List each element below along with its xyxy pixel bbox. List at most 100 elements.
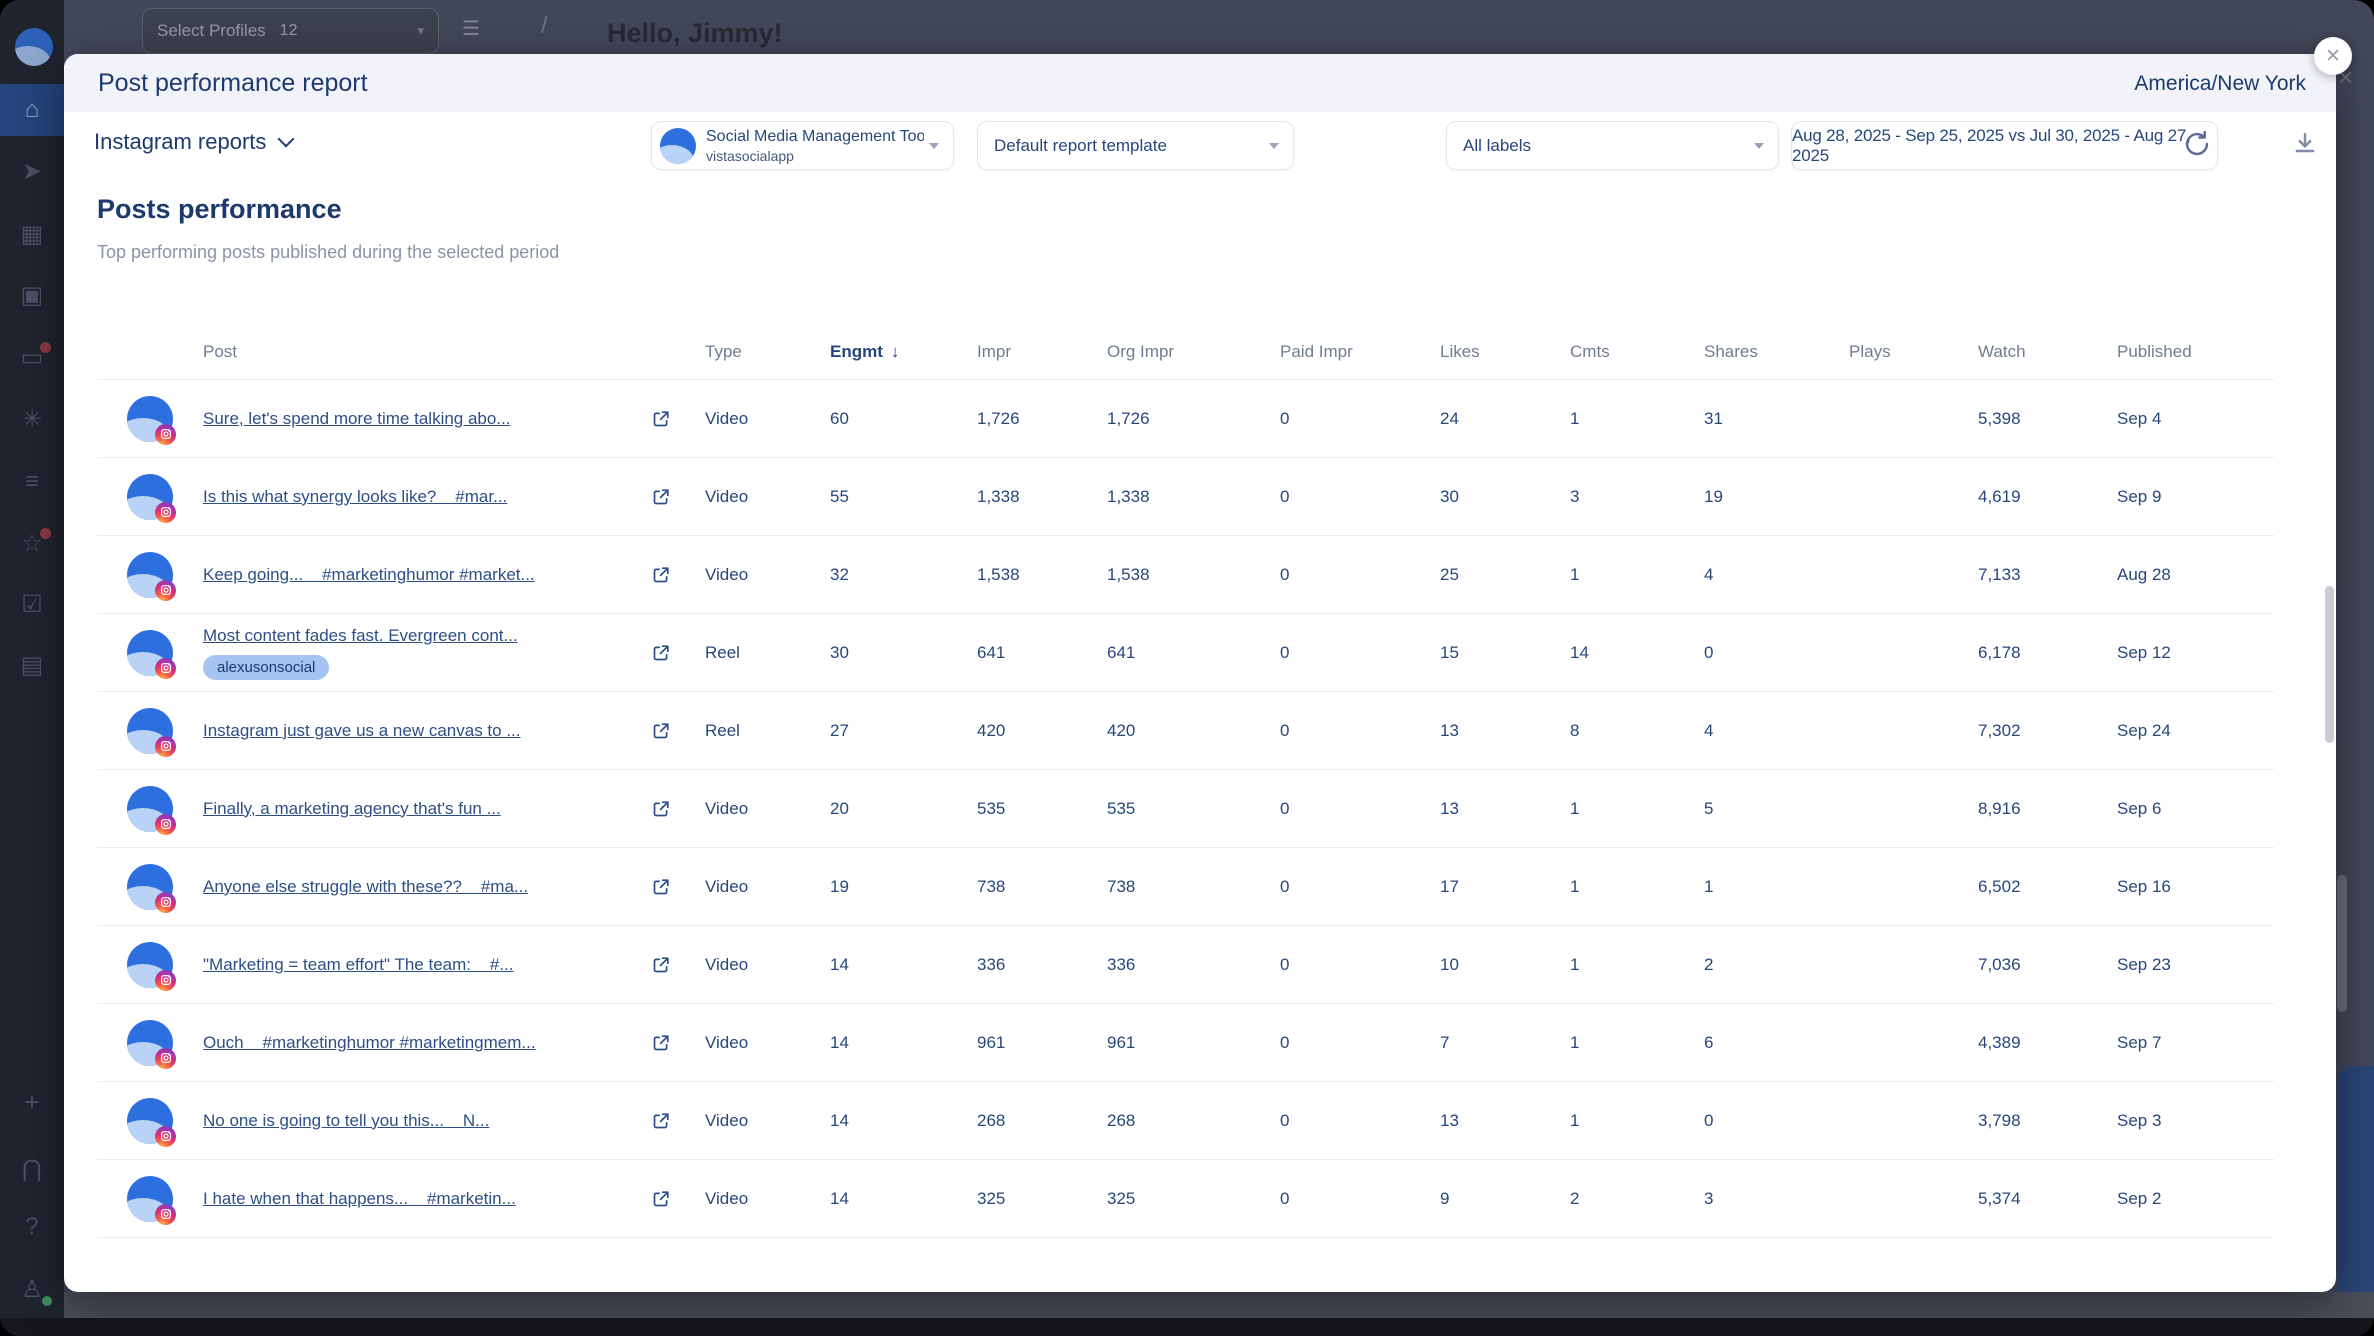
close-button[interactable]: ✕ bbox=[2314, 37, 2352, 75]
external-link-icon[interactable] bbox=[643, 1033, 699, 1053]
post-title-link[interactable]: Ouch #marketinghumor #marketingmem... bbox=[203, 1032, 536, 1052]
add-icon[interactable]: + bbox=[24, 1087, 40, 1117]
notes-icon[interactable]: ▤ bbox=[20, 652, 44, 679]
date-range-picker[interactable]: Aug 28, 2025 - Sep 25, 2025 vs Jul 30, 2… bbox=[1791, 121, 2218, 170]
post-title-link[interactable]: Is this what synergy looks like? #mar... bbox=[203, 486, 508, 506]
impr-cell: 1,538 bbox=[977, 564, 1020, 584]
post-avatar bbox=[127, 473, 176, 523]
post-title-link[interactable]: Anyone else struggle with these?? #ma... bbox=[203, 876, 529, 896]
post-avatar bbox=[127, 551, 176, 601]
col-engmt[interactable]: Engmt ↓ bbox=[830, 342, 900, 361]
engmt-cell: 14 bbox=[830, 1032, 849, 1052]
published-cell: Sep 12 bbox=[2117, 642, 2171, 662]
type-cell: Reel bbox=[705, 720, 740, 740]
page-scrollbar-thumb[interactable] bbox=[2337, 875, 2347, 1012]
external-link-icon[interactable] bbox=[643, 487, 699, 507]
col-impr[interactable]: Impr bbox=[977, 342, 1011, 361]
post-title-link[interactable]: No one is going to tell you this... N... bbox=[203, 1110, 490, 1130]
table-row: Most content fades fast. Evergreen cont.… bbox=[97, 614, 2274, 692]
external-link-icon[interactable] bbox=[643, 643, 699, 663]
post-title-link[interactable]: Finally, a marketing agency that's fun .… bbox=[203, 798, 501, 818]
col-type[interactable]: Type bbox=[705, 342, 742, 361]
modal-scrollbar-thumb[interactable] bbox=[2325, 586, 2334, 743]
external-link-icon[interactable] bbox=[643, 565, 699, 585]
shares-cell: 3 bbox=[1704, 1188, 1714, 1208]
labels-select[interactable]: All labels bbox=[1446, 121, 1779, 170]
published-cell: Sep 9 bbox=[2117, 486, 2162, 506]
shares-cell: 1 bbox=[1704, 876, 1714, 896]
connect-icon[interactable]: ✳ bbox=[21, 406, 43, 433]
col-post[interactable]: Post bbox=[203, 342, 238, 361]
calendar-icon[interactable]: ▦ bbox=[20, 221, 44, 248]
vista-social-logo[interactable] bbox=[15, 28, 53, 66]
post-title-link[interactable]: Most content fades fast. Evergreen cont.… bbox=[203, 625, 518, 645]
cmts-cell: 14 bbox=[1570, 642, 1589, 662]
reports-icon[interactable]: ≡ bbox=[24, 468, 39, 495]
media-icon[interactable]: ▣ bbox=[20, 282, 44, 309]
tasks-icon[interactable]: ☑ bbox=[21, 591, 43, 618]
post-title-link[interactable]: I hate when that happens... #marketin... bbox=[203, 1188, 516, 1208]
post-avatar bbox=[127, 1097, 176, 1147]
engmt-cell: 14 bbox=[830, 954, 849, 974]
col-likes[interactable]: Likes bbox=[1440, 342, 1480, 361]
watch-cell: 7,036 bbox=[1978, 954, 2021, 974]
impr-cell: 1,338 bbox=[977, 486, 1020, 506]
watch-cell: 6,502 bbox=[1978, 876, 2021, 896]
shares-cell: 0 bbox=[1704, 642, 1714, 662]
filter-lines-icon[interactable]: ☰ bbox=[462, 18, 480, 40]
type-cell: Video bbox=[705, 954, 749, 974]
col-plays[interactable]: Plays bbox=[1849, 342, 1891, 361]
col-paid-impr[interactable]: Paid Impr bbox=[1280, 342, 1353, 361]
reports-type-dropdown[interactable]: Instagram reports bbox=[94, 129, 295, 155]
bell-icon[interactable]: ⋂ bbox=[22, 1156, 42, 1183]
col-published[interactable]: Published bbox=[2117, 342, 2192, 361]
table-row: Anyone else struggle with these?? #ma...… bbox=[97, 848, 2274, 926]
org-impr-cell: 1,338 bbox=[1107, 486, 1150, 506]
instagram-badge-icon bbox=[155, 1203, 176, 1225]
post-title-link[interactable]: Keep going... #marketinghumor #market... bbox=[203, 564, 535, 584]
shares-cell: 4 bbox=[1704, 564, 1714, 584]
external-link-icon[interactable] bbox=[643, 877, 699, 897]
post-title-link[interactable]: Sure, let's spend more time talking abo.… bbox=[203, 408, 511, 428]
type-cell: Video bbox=[705, 564, 749, 584]
download-icon[interactable] bbox=[2291, 130, 2321, 160]
impr-cell: 420 bbox=[977, 720, 1006, 740]
type-cell: Video bbox=[705, 408, 749, 428]
help-icon[interactable]: ? bbox=[25, 1213, 39, 1240]
instagram-badge-icon bbox=[155, 1125, 176, 1147]
select-profiles-dropdown[interactable]: Select Profiles 12 ▾ bbox=[142, 8, 439, 54]
reviews-icon[interactable]: ☆ bbox=[21, 530, 43, 557]
home-icon[interactable]: ⌂ bbox=[24, 96, 40, 123]
modal-title: Post performance report bbox=[98, 69, 368, 97]
instagram-badge-icon bbox=[155, 969, 176, 991]
report-template-select[interactable]: Default report template bbox=[977, 121, 1294, 170]
likes-cell: 15 bbox=[1440, 642, 1459, 662]
external-link-icon[interactable] bbox=[643, 1111, 699, 1131]
refresh-icon[interactable] bbox=[2183, 130, 2213, 160]
account-icon[interactable]: ♙ bbox=[21, 1276, 43, 1303]
profile-select[interactable]: Social Media Management Too vistasociala… bbox=[651, 121, 954, 170]
col-cmts[interactable]: Cmts bbox=[1570, 342, 1610, 361]
external-link-icon[interactable] bbox=[643, 409, 699, 429]
col-org-impr[interactable]: Org Impr bbox=[1107, 342, 1175, 361]
watch-cell: 7,302 bbox=[1978, 720, 2021, 740]
publish-icon[interactable]: ➤ bbox=[21, 158, 43, 185]
paid-impr-cell: 0 bbox=[1280, 876, 1290, 896]
post-title-link[interactable]: Instagram just gave us a new canvas to .… bbox=[203, 720, 521, 740]
external-link-icon[interactable] bbox=[643, 721, 699, 741]
post-title-link[interactable]: "Marketing = team effort" The team: #... bbox=[203, 954, 514, 974]
external-link-icon[interactable] bbox=[643, 799, 699, 819]
external-link-icon[interactable] bbox=[643, 1189, 699, 1209]
inbox-icon[interactable]: ▭ bbox=[20, 344, 44, 371]
instagram-badge-icon bbox=[155, 735, 176, 757]
post-avatar bbox=[127, 1019, 176, 1069]
shares-cell: 2 bbox=[1704, 954, 1714, 974]
org-impr-cell: 1,726 bbox=[1107, 408, 1150, 428]
type-cell: Video bbox=[705, 876, 749, 896]
shares-cell: 0 bbox=[1704, 1110, 1714, 1130]
col-watch[interactable]: Watch bbox=[1978, 342, 2026, 361]
labels-value: All labels bbox=[1463, 135, 1532, 155]
external-link-icon[interactable] bbox=[643, 955, 699, 975]
col-shares[interactable]: Shares bbox=[1704, 342, 1758, 361]
engmt-cell: 20 bbox=[830, 798, 849, 818]
